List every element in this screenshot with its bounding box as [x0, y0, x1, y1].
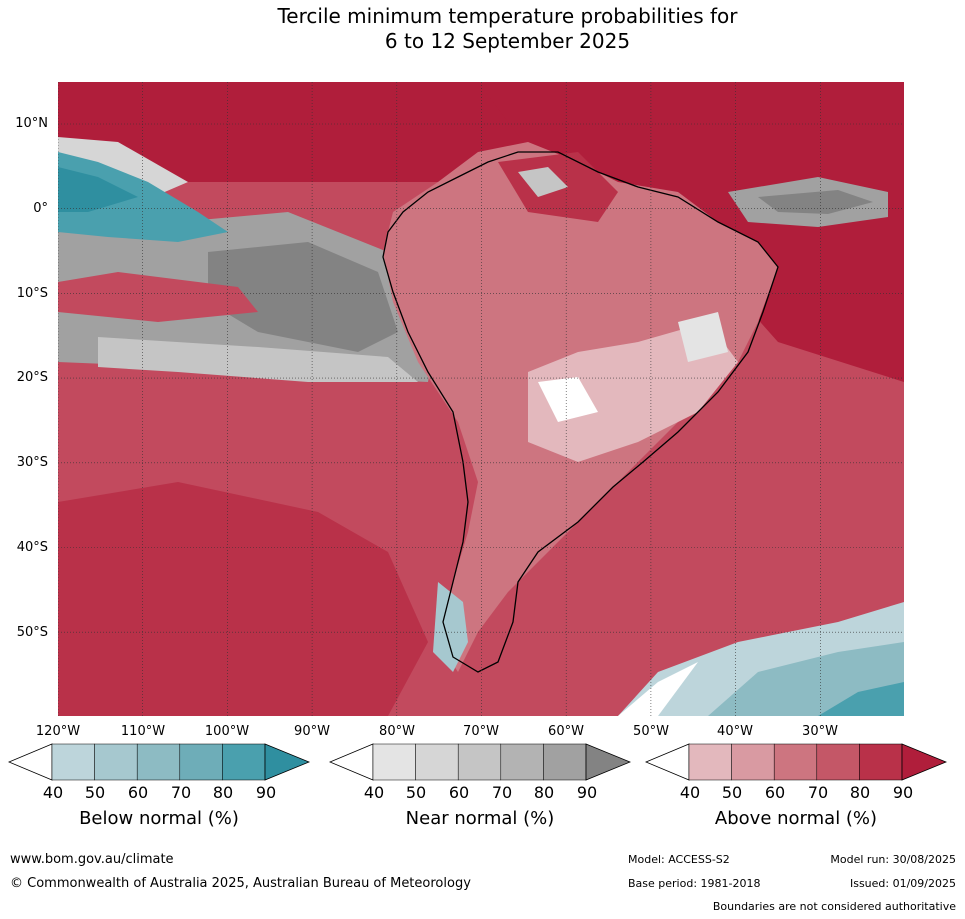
- above-colorbar-segment: [773, 743, 818, 781]
- below-colorbar-low-cap: [7, 743, 53, 781]
- lat-label-10s: 10°S: [16, 286, 48, 301]
- colorbar-near-tick: 80: [533, 783, 555, 802]
- colorbar-near-title: Near normal (%): [405, 808, 555, 829]
- below-colorbar-segment: [222, 743, 266, 781]
- colorbar-below-tick: 90: [255, 783, 277, 802]
- region-near-90: [208, 242, 398, 352]
- lat-label-20s: 20°S: [16, 370, 48, 385]
- probability-map: [58, 82, 904, 716]
- region-below-80-south: [818, 682, 904, 716]
- colorbar-near-tick: 40: [363, 783, 385, 802]
- below-colorbar-segment: [51, 743, 95, 781]
- above-colorbar-segment: [816, 743, 860, 781]
- colorbar-above-tick: 80: [849, 783, 871, 802]
- lat-label-40s: 40°S: [16, 540, 48, 555]
- footer-copyright: © Commonwealth of Australia 2025, Austra…: [10, 876, 471, 891]
- above-colorbar-segment: [731, 743, 775, 781]
- colorbar-below-tick: 70: [170, 783, 192, 802]
- footer-issued: Issued: 01/09/2025: [849, 877, 956, 890]
- above-colorbar-low-cap: [644, 743, 690, 781]
- colorbar-below-tick: 60: [127, 783, 149, 802]
- lon-label-80w: 80°W: [379, 724, 415, 739]
- region-no-signal-south: [618, 662, 698, 716]
- near-colorbar-segment: [500, 743, 544, 781]
- colorbar-above-tick: 40: [679, 783, 701, 802]
- chart-title: Tercile minimum temperature probabilitie…: [0, 4, 965, 54]
- colorbar-above-tick: 50: [721, 783, 743, 802]
- lon-label-70w: 70°W: [463, 724, 499, 739]
- colorbar-below-svg: [7, 743, 311, 781]
- colorbar-near: [328, 743, 632, 785]
- footer-boundaries-note: Boundaries are not considered authoritat…: [712, 900, 956, 913]
- colorbar-near-tick: 70: [491, 783, 513, 802]
- colorbar-below-tick: 50: [84, 783, 106, 802]
- colorbar-near-tick: 50: [405, 783, 427, 802]
- coastline: [382, 151, 779, 673]
- map-svg: [58, 82, 904, 716]
- footer-model: Model: ACCESS-S2: [628, 853, 730, 866]
- region-above-80-southpacific: [58, 482, 428, 716]
- graticule: [58, 82, 904, 716]
- region-near-atlantic-core: [758, 190, 873, 214]
- lat-label-50s: 50°S: [16, 625, 48, 640]
- below-colorbar-segment: [136, 743, 181, 781]
- below-colorbar-high-cap: [264, 743, 311, 781]
- lon-label-60w: 60°W: [548, 724, 584, 739]
- colorbar-near-svg: [328, 743, 632, 781]
- colorbar-above-tick: 90: [892, 783, 914, 802]
- near-colorbar-segment: [415, 743, 459, 781]
- colorbar-above-tick: 60: [764, 783, 786, 802]
- near-colorbar-segment: [457, 743, 502, 781]
- above-colorbar-segment: [688, 743, 732, 781]
- lat-label-10n: 10°N: [15, 116, 48, 131]
- above-colorbar-segment: [859, 743, 903, 781]
- region-near-brazil: [678, 312, 728, 362]
- region-near-venezuela: [518, 167, 568, 197]
- region-no-signal-bolivia: [538, 377, 598, 422]
- colorbar-above: [644, 743, 948, 785]
- lat-label-30s: 30°S: [16, 455, 48, 470]
- lat-label-0: 0°: [33, 201, 48, 216]
- colorbar-above-svg: [644, 743, 948, 781]
- region-below-80-west: [58, 152, 228, 242]
- title-line-1: Tercile minimum temperature probabilitie…: [277, 4, 738, 28]
- footer-model-run: Model run: 30/08/2025: [830, 853, 956, 866]
- region-near-60: [98, 337, 418, 382]
- colorbar-below-tick: 80: [212, 783, 234, 802]
- title-line-2: 6 to 12 September 2025: [384, 29, 631, 53]
- colorbar-below-title: Below normal (%): [79, 808, 239, 829]
- colorbar-below: [7, 743, 311, 785]
- region-below-90-west: [58, 167, 138, 212]
- below-colorbar-segment: [94, 743, 138, 781]
- above-colorbar-high-cap: [901, 743, 948, 781]
- lon-label-110w: 110°W: [120, 724, 166, 739]
- near-colorbar-segment: [372, 743, 416, 781]
- near-colorbar-high-cap: [585, 743, 632, 781]
- colorbar-near-tick: 60: [448, 783, 470, 802]
- near-colorbar-low-cap: [328, 743, 374, 781]
- lon-label-30w: 30°W: [802, 724, 838, 739]
- below-colorbar-segment: [179, 743, 223, 781]
- lon-label-120w: 120°W: [35, 724, 81, 739]
- region-below-patagonia: [433, 582, 468, 672]
- lon-label-40w: 40°W: [717, 724, 753, 739]
- lon-label-90w: 90°W: [294, 724, 330, 739]
- colorbar-above-tick: 70: [807, 783, 829, 802]
- footer-website: www.bom.gov.au/climate: [10, 852, 174, 867]
- lon-label-50w: 50°W: [633, 724, 669, 739]
- lon-label-100w: 100°W: [204, 724, 250, 739]
- colorbar-below-tick: 40: [42, 783, 64, 802]
- region-above-40-brazil: [528, 322, 738, 462]
- colorbar-above-title: Above normal (%): [714, 808, 878, 829]
- near-colorbar-segment: [543, 743, 587, 781]
- footer-base-period: Base period: 1981-2018: [628, 877, 761, 890]
- region-above-within-near: [58, 272, 258, 322]
- colorbar-near-tick: 90: [576, 783, 598, 802]
